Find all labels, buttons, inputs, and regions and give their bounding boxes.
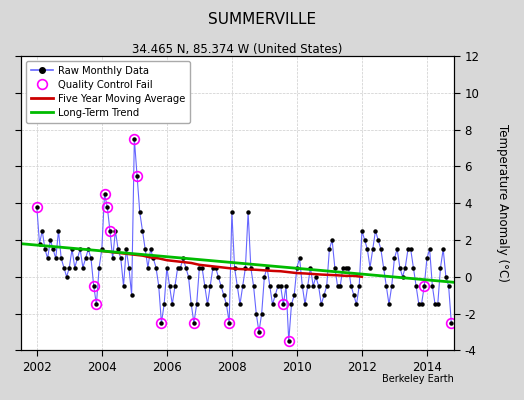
Legend: Raw Monthly Data, Quality Control Fail, Five Year Moving Average, Long-Term Tren: Raw Monthly Data, Quality Control Fail, … bbox=[26, 61, 190, 123]
Text: Berkeley Earth: Berkeley Earth bbox=[382, 374, 454, 384]
Y-axis label: Temperature Anomaly (°C): Temperature Anomaly (°C) bbox=[496, 124, 509, 282]
Title: 34.465 N, 85.374 W (United States): 34.465 N, 85.374 W (United States) bbox=[132, 43, 342, 56]
Text: SUMMERVILLE: SUMMERVILLE bbox=[208, 12, 316, 27]
